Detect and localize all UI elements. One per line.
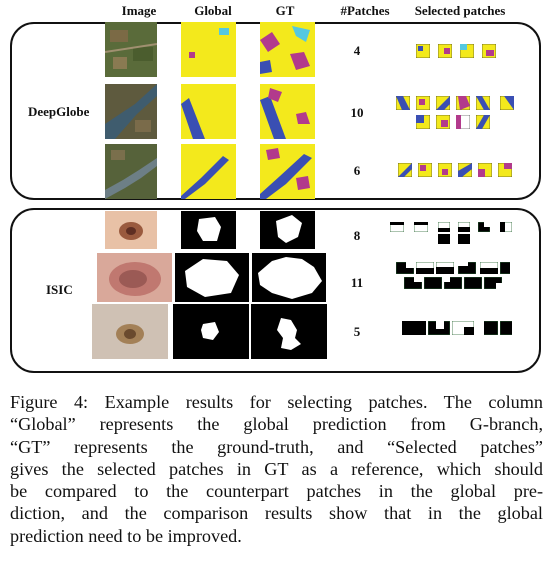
selected-patch: [500, 96, 514, 110]
selected-patch: [438, 163, 452, 177]
header-gt: GT: [275, 3, 295, 18]
selected-patch: [444, 277, 462, 289]
caption-line: “GT” represents the ground-truth, and “S…: [10, 436, 543, 457]
caption-line: Figure 4: Example results for selecting …: [10, 392, 543, 412]
header-global: Global: [194, 3, 232, 18]
header-image: Image: [121, 3, 157, 18]
caption-line: be compared to the counterpart patches i…: [10, 481, 543, 502]
figure-caption: Figure 4: Example results for selecting …: [10, 391, 543, 547]
selected-patch: [478, 163, 492, 177]
global-prediction: [181, 211, 236, 249]
selected-patch: [452, 321, 474, 335]
patch-count: 5: [353, 324, 361, 339]
selected-patch: [464, 277, 482, 289]
selected-patch: [458, 163, 472, 177]
selected-patch: [438, 222, 450, 232]
selected-patch: [390, 222, 404, 232]
selected-patch: [456, 115, 470, 129]
selected-patch: [498, 163, 512, 177]
header-selected-patches: Selected patches: [414, 3, 506, 18]
selected-patch: [436, 115, 450, 129]
selected-patch: [396, 262, 414, 274]
selected-patch: [436, 96, 450, 110]
satellite-image: [105, 22, 157, 77]
ground-truth: [260, 144, 315, 199]
patch-count: 11: [350, 275, 364, 290]
selected-patch: [500, 222, 512, 232]
global-prediction: [175, 253, 249, 302]
selected-patch: [414, 222, 428, 232]
skin-lesion-image: [92, 304, 168, 359]
group-label-isic: ISIC: [46, 282, 73, 297]
caption-line: diction, and the comparison results show…: [10, 503, 543, 524]
selected-patch: [436, 262, 454, 274]
ground-truth: [260, 22, 315, 77]
selected-patch: [500, 262, 518, 274]
selected-patch: [458, 234, 470, 244]
selected-patch: [438, 234, 450, 244]
selected-patch: [398, 163, 412, 177]
patch-count: 4: [353, 43, 361, 58]
group-label-deepglobe: DeepGlobe: [28, 104, 90, 119]
selected-patch: [456, 96, 470, 110]
selected-patch: [480, 262, 498, 274]
skin-lesion-image: [97, 253, 172, 302]
selected-patch: [460, 44, 474, 58]
global-prediction: [173, 304, 249, 359]
header-patches: #Patches: [340, 3, 390, 18]
ground-truth: [260, 211, 315, 249]
selected-patch: [482, 44, 496, 58]
selected-patch: [476, 96, 490, 110]
patch-count: 8: [353, 228, 361, 243]
selected-patch: [424, 277, 442, 289]
selected-patch: [428, 321, 450, 335]
caption-line: gives the selected patches in GT as a re…: [10, 458, 543, 479]
satellite-image: [105, 84, 157, 139]
selected-patch: [478, 222, 490, 232]
patch-count: 6: [353, 163, 361, 178]
selected-patch: [416, 96, 430, 110]
isic-panel: [10, 208, 541, 373]
skin-lesion-image: [105, 211, 157, 249]
selected-patch: [416, 44, 430, 58]
patch-count: 10: [350, 105, 364, 120]
caption-line: prediction need to be improved.: [10, 525, 242, 546]
selected-patch: [416, 262, 434, 274]
selected-patch: [500, 321, 518, 335]
selected-patch: [402, 321, 426, 335]
selected-patch: [404, 277, 422, 289]
selected-patch: [438, 44, 452, 58]
selected-patch: [396, 96, 410, 110]
selected-patch: [416, 115, 430, 129]
ground-truth: [251, 304, 327, 359]
selected-patch: [476, 115, 490, 129]
global-prediction: [181, 144, 236, 199]
caption-line: “Global” represents the global predictio…: [10, 414, 543, 435]
ground-truth: [252, 253, 326, 302]
selected-patch: [476, 321, 498, 335]
ground-truth: [260, 84, 315, 139]
selected-patch: [484, 277, 502, 289]
global-prediction: [181, 84, 236, 139]
selected-patch: [458, 222, 470, 232]
global-prediction: [181, 22, 236, 77]
selected-patch: [418, 163, 432, 177]
satellite-image: [105, 144, 157, 199]
selected-patch: [458, 262, 476, 274]
